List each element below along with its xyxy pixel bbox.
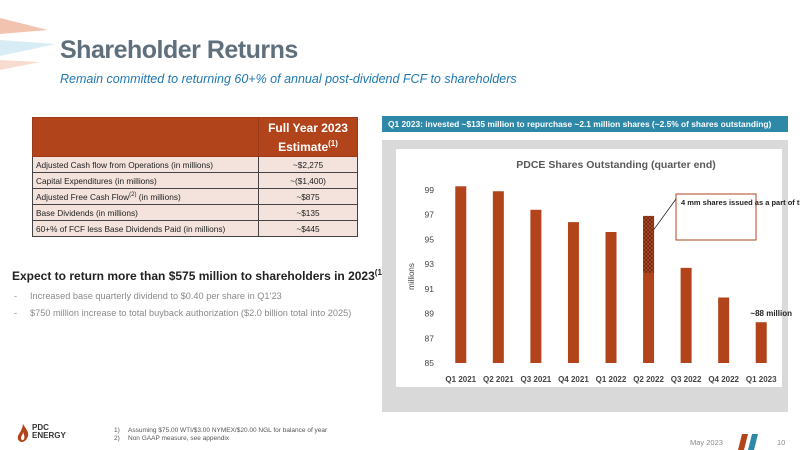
footnotes: 1) Assuming $75.00 WTI/$3.00 NYMEX/$20.00… — [114, 427, 327, 443]
header-line1: Full Year 2023 — [268, 120, 348, 135]
y-tick-label: 95 — [425, 234, 435, 244]
x-tick-label: Q2 2022 — [633, 375, 664, 384]
bar — [455, 186, 467, 363]
flame-icon — [17, 424, 29, 442]
expect-sup: (1) — [374, 268, 385, 277]
y-tick-label: 97 — [425, 210, 435, 220]
pdc-energy-logo: PDC ENERGY — [16, 423, 76, 443]
bullet-item: - Increased base quarterly dividend to $0… — [14, 290, 354, 302]
chart-title: PDCE Shares Outstanding (quarter end) — [516, 159, 716, 171]
y-axis-label: millions — [407, 263, 416, 290]
footer-date: May 2023 — [690, 438, 723, 447]
bar — [755, 322, 767, 363]
bar — [680, 267, 692, 363]
expect-text: Expect to return more than $575 million … — [12, 269, 375, 283]
table-row: Capital Expenditures (in millions) ~($1,4… — [32, 172, 358, 189]
y-tick-label: 99 — [425, 185, 435, 195]
footnote-2: 2) Non GAAP measure, see appendix — [114, 435, 230, 442]
row-label: 60+% of FCF less Base Dividends Paid (in… — [32, 220, 259, 237]
bar — [605, 232, 617, 363]
table-row: Adjusted Cash flow from Operations (in m… — [32, 156, 358, 173]
header-sup: (1) — [328, 138, 338, 148]
bar — [530, 209, 542, 363]
x-tick-label: Q3 2021 — [521, 375, 552, 384]
x-tick-label: Q3 2022 — [671, 375, 702, 384]
repurchase-banner: Q1 2023: invested ~$135 million to repur… — [382, 116, 788, 132]
table-header-estimate: Full Year 2023 Estimate(1) — [258, 117, 358, 157]
logo-text-energy: ENERGY — [32, 431, 66, 440]
row-value: ~$135 — [258, 204, 358, 221]
y-tick-label: 85 — [425, 358, 435, 368]
row-value: ~$875 — [258, 188, 358, 205]
x-tick-label: Q1 2023 — [746, 375, 777, 384]
x-tick-label: Q4 2021 — [558, 375, 589, 384]
logo-text-pdc: PDC — [32, 423, 49, 432]
bullet-list: - Increased base quarterly dividend to $0… — [14, 290, 354, 324]
y-tick-label: 87 — [425, 333, 435, 343]
bar — [567, 222, 579, 363]
bullet-text: Increased base quarterly dividend to $0.… — [30, 291, 282, 301]
header-line2: Estimate — [278, 139, 329, 154]
bar-hatched-segment — [643, 215, 655, 273]
expect-heading: Expect to return more than $575 million … — [12, 268, 385, 283]
page-title: Shareholder Returns — [60, 36, 298, 64]
y-tick-label: 93 — [425, 259, 435, 269]
row-value: ~($1,400) — [258, 172, 358, 189]
y-tick-label: 89 — [425, 309, 435, 319]
row-value: ~$445 — [258, 220, 358, 237]
annotation-text: 4 mm shares issued as a part of the Grea… — [681, 198, 800, 207]
bar — [718, 297, 730, 363]
estimate-table: Full Year 2023 Estimate(1) Adjusted Cash… — [32, 117, 358, 237]
page-subtitle: Remain committed to returning 60+% of an… — [60, 72, 517, 86]
y-tick-label: 91 — [425, 284, 435, 294]
decorative-streaks — [0, 18, 56, 70]
x-tick-label: Q2 2021 — [483, 375, 514, 384]
x-tick-label: Q4 2022 — [708, 375, 739, 384]
brand-mark-icon — [738, 434, 758, 450]
table-row: 60+% of FCF less Base Dividends Paid (in… — [32, 220, 358, 237]
bullet-dash: - — [14, 308, 18, 318]
row-value: ~$2,275 — [258, 156, 358, 173]
annotation-88-million: ~88 million — [750, 309, 792, 318]
bar — [643, 215, 655, 363]
annotation-box — [675, 193, 757, 241]
bullet-dash: - — [14, 291, 18, 301]
footnote-1: 1) Assuming $75.00 WTI/$3.00 NYMEX/$20.00… — [114, 427, 328, 434]
row-label: Capital Expenditures (in millions) — [32, 172, 259, 189]
bullet-item: - $750 million increase to total buyback … — [14, 307, 354, 319]
bar — [492, 191, 504, 363]
annotation-arrow — [653, 198, 677, 231]
x-tick-label: Q1 2022 — [596, 375, 627, 384]
page-number: 10 — [777, 438, 786, 447]
x-tick-label: Q1 2021 — [445, 375, 476, 384]
bullet-text: $750 million increase to total buyback a… — [30, 308, 352, 318]
